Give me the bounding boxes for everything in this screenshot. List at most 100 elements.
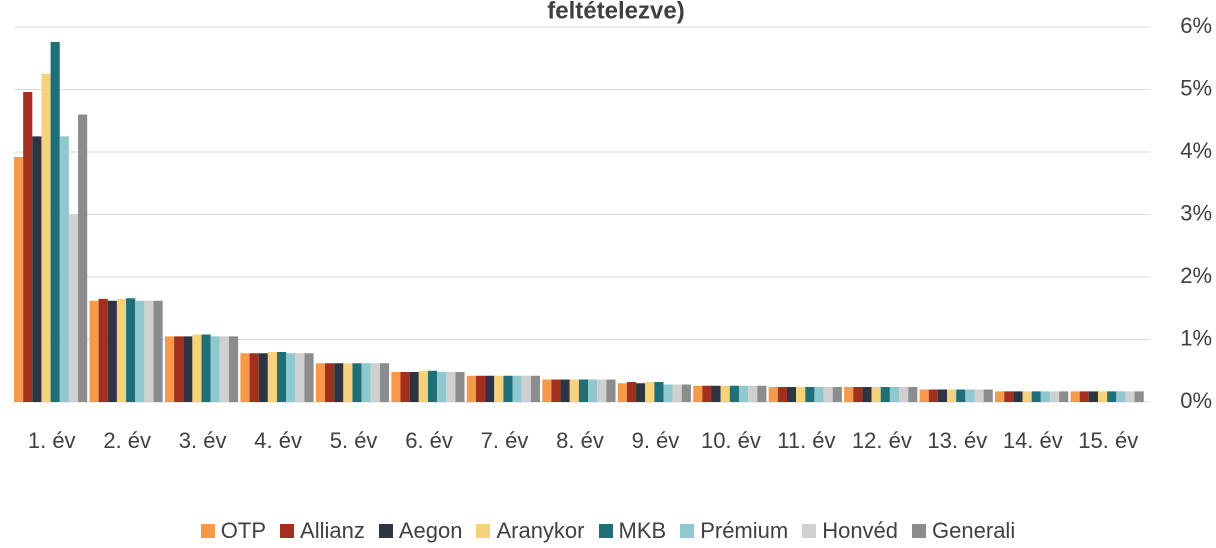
y-tick-label: 5% — [1180, 75, 1212, 100]
x-tick-label: 10. év — [700, 428, 761, 453]
bar — [192, 334, 202, 402]
bar — [98, 298, 108, 402]
bar — [249, 353, 259, 402]
bar — [446, 372, 456, 402]
x-tick-label: 3. év — [178, 428, 227, 453]
bar — [258, 353, 268, 402]
bar — [974, 389, 984, 402]
x-tick-label: 1. év — [27, 428, 76, 453]
bar — [853, 387, 863, 402]
bar — [823, 387, 833, 402]
bar — [995, 391, 1005, 402]
bar — [277, 352, 287, 402]
bar — [606, 379, 616, 402]
bar — [78, 114, 88, 402]
bar — [1031, 391, 1041, 402]
bar — [796, 387, 806, 402]
bar — [325, 363, 335, 402]
bar — [814, 387, 824, 402]
bar — [201, 334, 211, 402]
bar — [126, 298, 136, 402]
bar — [693, 385, 703, 402]
bar — [1013, 391, 1023, 402]
bar — [871, 387, 881, 402]
x-tick-label: 9. év — [631, 428, 680, 453]
bar — [738, 385, 749, 402]
bar — [569, 379, 579, 402]
bar — [14, 157, 24, 402]
bar — [729, 385, 739, 402]
bar — [286, 353, 296, 402]
bar — [908, 387, 918, 402]
chart-title: feltételezve) — [547, 0, 684, 24]
bar — [1049, 391, 1060, 402]
bar — [844, 387, 854, 402]
bar — [617, 383, 627, 402]
x-tick-label: 5. év — [329, 428, 378, 453]
bar — [352, 363, 362, 402]
legend-item: Aranykor — [476, 518, 585, 544]
bar — [1059, 391, 1069, 402]
legend-item: Aegon — [378, 518, 463, 544]
bar — [1125, 391, 1135, 402]
bar — [503, 375, 513, 402]
bar — [32, 136, 42, 402]
bar — [983, 389, 993, 402]
legend-label: Aranykor — [496, 518, 585, 543]
bar — [880, 387, 890, 402]
bar — [304, 353, 314, 402]
bar — [956, 389, 966, 402]
bar — [551, 379, 561, 402]
bar — [862, 387, 872, 402]
x-tick-label: 7. év — [480, 428, 529, 453]
bar — [391, 372, 401, 402]
bar — [1107, 391, 1117, 402]
x-tick-label: 6. év — [405, 428, 453, 453]
bar — [597, 379, 607, 402]
bar — [164, 336, 175, 402]
legend-label: OTP — [220, 518, 267, 543]
bar — [153, 300, 163, 402]
bar — [672, 384, 682, 402]
x-tick-label: 8. év — [556, 428, 604, 453]
bar — [107, 300, 117, 402]
bar — [542, 379, 552, 402]
bar — [1097, 391, 1108, 402]
bar — [475, 375, 486, 402]
bar — [116, 298, 127, 402]
bar — [757, 385, 767, 402]
bar — [786, 387, 797, 402]
legend-swatch — [378, 524, 393, 538]
y-tick-label: 2% — [1180, 263, 1212, 288]
bar — [1079, 391, 1089, 402]
bar — [144, 300, 154, 402]
bar — [1040, 391, 1050, 402]
legend-item: Allianz — [280, 518, 365, 544]
bar — [1070, 391, 1080, 402]
bar — [370, 363, 380, 402]
bar — [494, 375, 504, 402]
bar — [379, 363, 390, 402]
bar — [928, 389, 938, 402]
x-tick-label: 14. év — [1002, 428, 1063, 453]
bar — [1088, 391, 1098, 402]
legend-item: Prémium — [680, 518, 788, 544]
x-tick-label: 12. év — [851, 428, 912, 453]
bar — [23, 92, 33, 402]
legend-swatch — [802, 524, 817, 538]
bar — [702, 385, 712, 402]
bar — [361, 363, 371, 402]
y-tick-label: 3% — [1180, 200, 1212, 225]
bar — [645, 382, 655, 402]
bar — [720, 385, 730, 402]
legend-label: Prémium — [700, 518, 789, 543]
legend-label: Aegon — [398, 518, 463, 543]
legend-swatch — [598, 524, 613, 538]
legend-swatch — [476, 524, 491, 538]
y-tick-label: 1% — [1180, 325, 1212, 350]
bar — [315, 363, 326, 402]
legend-swatch — [912, 524, 927, 538]
legend-item: Honvéd — [802, 518, 898, 544]
bar — [748, 385, 758, 402]
